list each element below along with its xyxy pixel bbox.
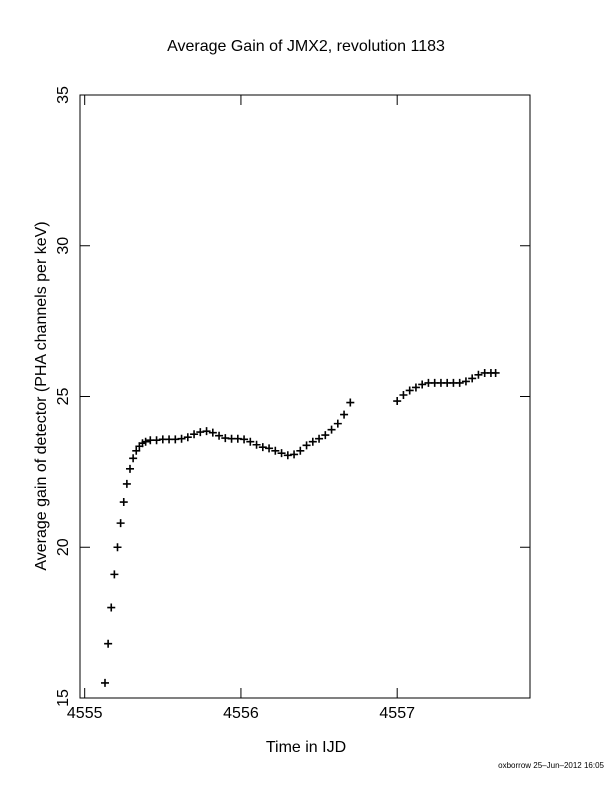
- y-tick-label: 20: [55, 538, 72, 556]
- point: [277, 449, 286, 458]
- point: [399, 390, 408, 399]
- point: [405, 386, 414, 395]
- point: [346, 398, 355, 407]
- plot-frame: [79, 94, 531, 699]
- point: [202, 427, 211, 436]
- y-tick-label: 35: [55, 86, 72, 104]
- point: [215, 431, 224, 440]
- point: [177, 434, 186, 443]
- point: [321, 431, 330, 440]
- point: [491, 368, 500, 377]
- point: [101, 678, 109, 687]
- point: [393, 397, 402, 406]
- point: [474, 370, 483, 379]
- x-axis-label: Time in IJD: [266, 739, 346, 756]
- point: [265, 444, 274, 453]
- y-axis-label: Average gain of detector (PHA channels p…: [33, 221, 50, 570]
- point: [461, 377, 470, 386]
- point: [107, 603, 116, 612]
- point: [113, 543, 122, 552]
- y-tick-label: 15: [55, 689, 72, 707]
- point: [296, 446, 305, 455]
- footer: oxborrow 25–Jun–2012 16:05: [498, 761, 604, 770]
- point: [340, 410, 349, 419]
- point: [290, 450, 299, 459]
- x-tick-label: 4557: [379, 705, 415, 722]
- point: [141, 437, 150, 446]
- point: [418, 380, 427, 389]
- point: [104, 639, 113, 648]
- point: [110, 570, 119, 579]
- point: [152, 436, 161, 445]
- chart-title: Average Gain of JMX2, revolution 1183: [167, 38, 445, 55]
- point: [252, 440, 261, 449]
- y-tick-label: 30: [55, 237, 72, 255]
- point: [126, 464, 134, 473]
- x-tick-label: 4556: [223, 705, 259, 722]
- point: [468, 374, 477, 383]
- point: [333, 419, 342, 428]
- x-tick-label: 4555: [67, 705, 103, 722]
- point: [116, 519, 125, 528]
- point: [246, 437, 255, 446]
- point: [411, 383, 420, 392]
- point: [122, 479, 131, 488]
- point: [258, 443, 267, 452]
- point: [315, 434, 324, 443]
- point: [283, 451, 292, 460]
- point: [183, 433, 192, 442]
- point: [271, 446, 280, 455]
- y-tick-label: 25: [55, 388, 72, 406]
- point: [327, 425, 336, 434]
- point: [196, 428, 205, 437]
- point: [119, 498, 128, 507]
- point: [190, 430, 199, 439]
- point: [208, 428, 217, 437]
- point: [455, 378, 464, 387]
- point: [308, 437, 317, 446]
- point: [240, 435, 249, 444]
- point: [129, 454, 138, 463]
- point: [132, 446, 141, 455]
- point: [302, 441, 311, 450]
